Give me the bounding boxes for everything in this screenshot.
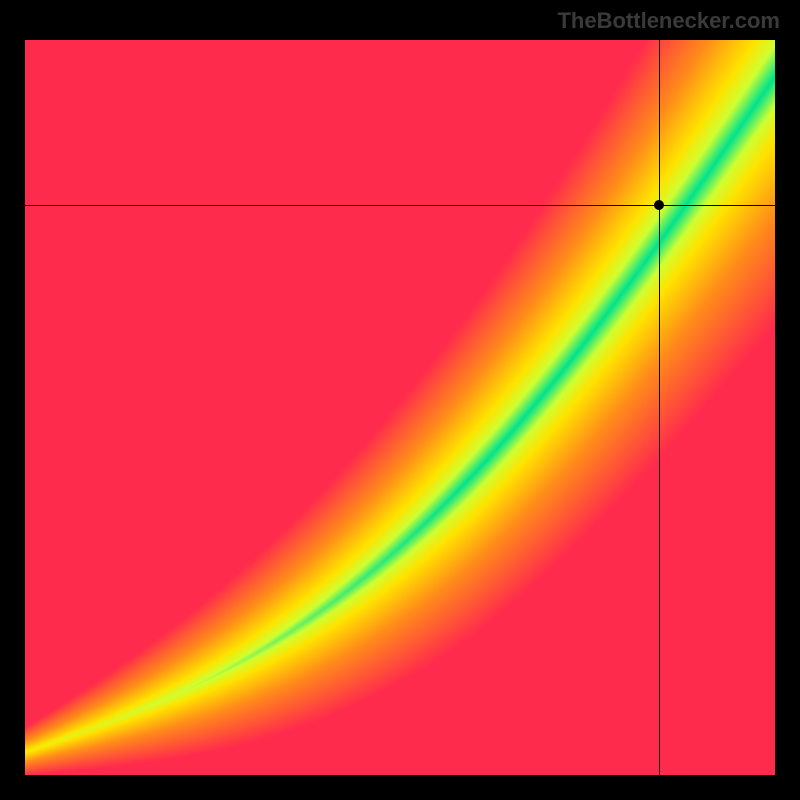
watermark-text: TheBottlenecker.com [557, 8, 780, 34]
crosshair-marker-dot [654, 200, 664, 210]
crosshair-vertical [659, 40, 660, 775]
heatmap-plot [25, 40, 775, 775]
heatmap-canvas [25, 40, 775, 775]
